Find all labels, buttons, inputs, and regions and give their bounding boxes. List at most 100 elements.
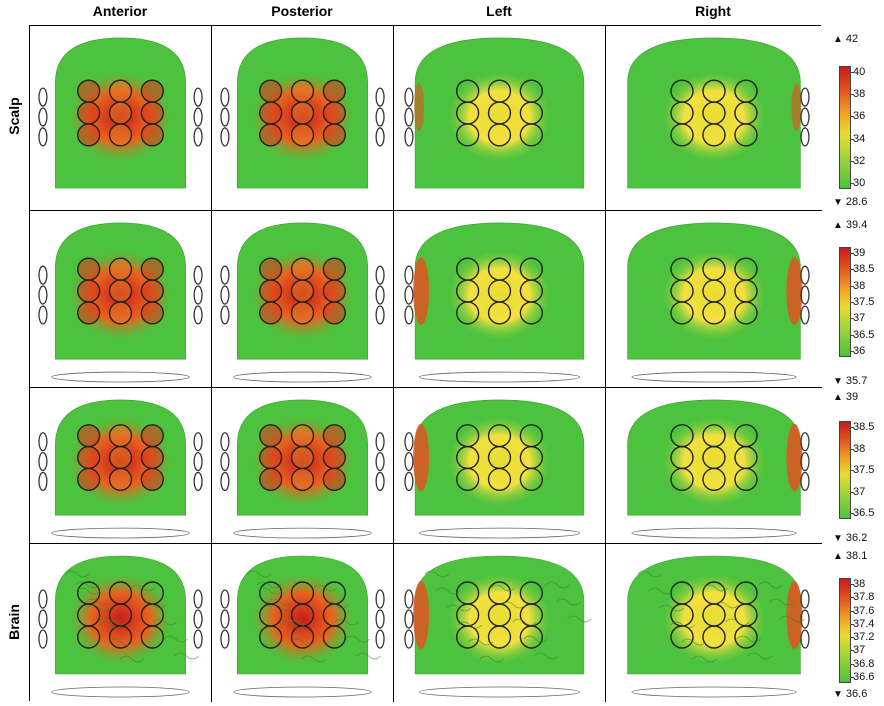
heatmap-scalp-right: [606, 26, 822, 211]
brain-gyrus: [279, 621, 305, 629]
row-label-scalp: Scalp: [6, 97, 22, 135]
brain-gyrus: [108, 638, 134, 646]
side-electrode: [375, 305, 385, 325]
side-electrode: [404, 432, 414, 452]
colorbar-tick-label: 36.8: [853, 657, 875, 670]
colorbar-tick-label: 37.6: [853, 604, 875, 617]
side-electrode: [193, 127, 203, 147]
brain-gyrus: [257, 587, 283, 595]
heatmap-row3-left: [394, 388, 606, 544]
side-electrode: [800, 305, 810, 325]
base-plate: [418, 686, 581, 698]
side-electrode: [38, 285, 48, 305]
side-electrode: [800, 107, 810, 127]
brain-gyrus: [534, 652, 559, 660]
side-electrode: [375, 589, 385, 609]
side-electrode: [38, 471, 48, 491]
electrode-circle: [670, 301, 694, 325]
colorbar-tick-mark: [851, 597, 854, 599]
brain-gyrus: [424, 570, 450, 578]
electrode-circle: [734, 625, 758, 649]
side-electrode: [193, 87, 203, 107]
electrode-circle: [322, 424, 346, 448]
base-plate: [51, 527, 190, 539]
side-electrode: [404, 305, 414, 325]
brain-gyrus: [312, 584, 338, 592]
edge-hotspot: [413, 581, 430, 649]
side-electrode: [404, 265, 414, 285]
column-header-right: Right: [695, 3, 731, 19]
brain-gyrus: [545, 581, 570, 589]
hotspot-region: [449, 73, 550, 161]
column-header-left: Left: [486, 3, 512, 19]
colorbar-tick-label: 30: [853, 177, 866, 189]
colorbar: [839, 66, 851, 189]
colorbar-tick-mark: [851, 491, 854, 493]
electrode-circle: [77, 625, 101, 649]
electrode-circle: [456, 301, 480, 325]
side-electrode: [193, 265, 203, 285]
electrode-circle: [108, 279, 133, 303]
side-electrode: [220, 87, 230, 107]
brain-gyrus: [75, 587, 101, 595]
side-electrode: [193, 609, 203, 629]
colorbar-tick-label: 40: [853, 66, 866, 78]
electrode-circle: [77, 257, 101, 281]
colorbar-tick-mark: [851, 513, 854, 514]
brain-gyrus: [758, 581, 783, 589]
colorbar-max-label: ▲ 38.1: [833, 550, 868, 562]
colorbar-tick-mark: [851, 318, 854, 320]
brain-gyrus: [556, 598, 581, 606]
edge-hotspot: [791, 83, 802, 131]
electrode-circle: [290, 257, 315, 281]
side-electrode: [800, 609, 810, 629]
electrode-circle: [108, 79, 133, 103]
brain-gyrus: [567, 615, 592, 623]
heatmap-row3-anterior: [30, 388, 212, 544]
side-electrode: [220, 609, 230, 629]
electrode-circle: [259, 467, 283, 492]
electrode-circle: [322, 301, 346, 325]
side-electrode: [404, 285, 414, 305]
side-electrode: [220, 629, 230, 649]
electrode-circle: [140, 424, 164, 448]
electrode-circle: [77, 123, 101, 147]
colorbar-tick-label: 36: [853, 110, 866, 123]
electrode-circle: [519, 123, 543, 147]
electrode-circle: [108, 257, 133, 281]
electrode-circle: [140, 101, 164, 125]
brain-gyrus: [174, 652, 199, 660]
colorbar-tick-label: 38.5: [853, 421, 875, 433]
brain-gyrus: [130, 584, 156, 592]
brain-gyrus: [681, 638, 706, 646]
colorbar-tick-mark: [851, 302, 854, 303]
colorbar-tick-mark: [851, 610, 854, 612]
electrode-circle: [140, 123, 164, 147]
electrode-circle: [670, 123, 694, 147]
side-electrode: [375, 87, 385, 107]
side-electrode: [375, 432, 385, 452]
base-plate: [418, 527, 581, 539]
side-electrode: [800, 629, 810, 649]
electrode-circle: [77, 101, 101, 125]
side-electrode: [193, 589, 203, 609]
brain-gyrus: [334, 618, 359, 626]
electrode-circle: [734, 301, 758, 325]
base-plate: [51, 686, 190, 698]
electrode-circle: [140, 445, 164, 470]
side-electrode: [800, 451, 810, 472]
edge-hotspot: [786, 423, 803, 492]
hotspot-region: [449, 417, 550, 506]
side-electrode: [375, 629, 385, 649]
brain-gyrus: [637, 570, 662, 578]
hotspot-region: [664, 417, 764, 506]
up-triangle-icon: ▲: [833, 392, 843, 403]
side-electrode: [193, 285, 203, 305]
colorbar-tick-label: 37.2: [853, 631, 875, 644]
colorbar-tick-mark: [851, 94, 854, 96]
electrode-circle: [259, 301, 283, 325]
electrode-circle: [702, 467, 726, 492]
electrode-circle: [290, 279, 315, 303]
side-electrode: [220, 265, 230, 285]
side-electrode: [193, 107, 203, 127]
